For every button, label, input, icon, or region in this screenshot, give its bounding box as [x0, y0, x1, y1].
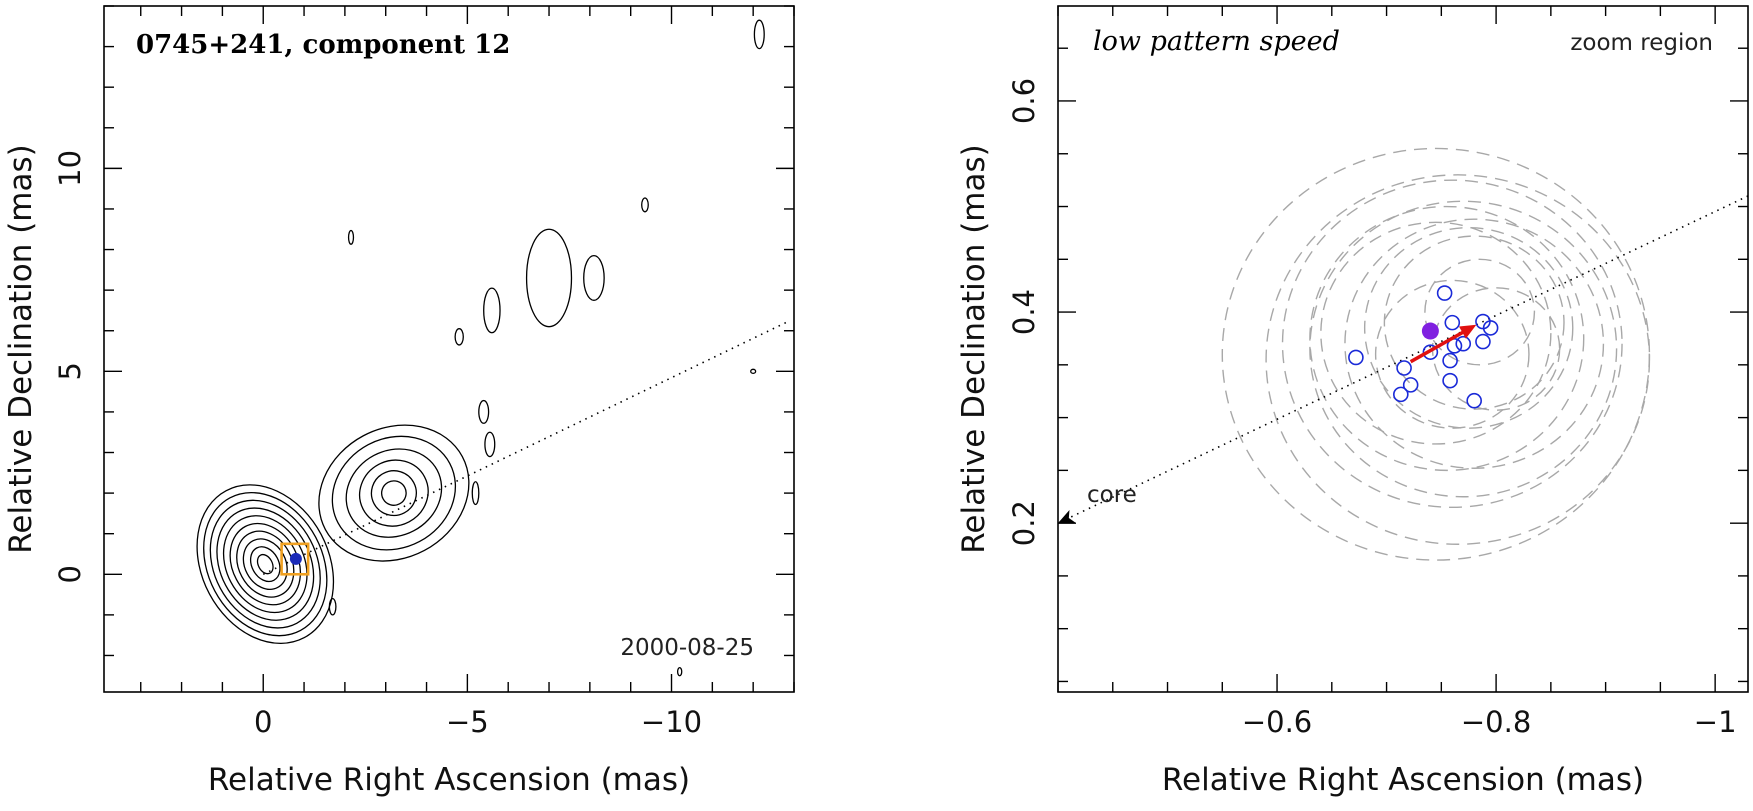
uncertainty-circle	[1344, 218, 1605, 469]
core-contour	[229, 522, 302, 606]
component-marker	[289, 552, 302, 565]
component-position-point	[1436, 285, 1453, 301]
component-position-point	[1422, 344, 1439, 360]
left-x-tick-label: 0	[254, 705, 272, 739]
core-contour	[216, 507, 315, 621]
component-position-point	[1475, 333, 1491, 350]
uncertainty-circle	[1383, 235, 1565, 410]
inner-jet-contour	[345, 448, 443, 538]
jet-knot-contour	[525, 228, 573, 328]
inner-jet-contour	[331, 435, 457, 551]
core-contour	[203, 491, 328, 637]
component-position-point	[1402, 377, 1419, 393]
right-y-tick-label: 0.4	[1007, 289, 1041, 335]
inner-jet-contour	[359, 459, 429, 527]
component-position-point	[1348, 349, 1364, 366]
left-contours	[196, 19, 765, 677]
uncertainty-circle	[1431, 287, 1561, 411]
left-y-tick-label: 0	[53, 565, 87, 583]
uncertainty-circles	[1221, 147, 1651, 561]
component-position-point	[1393, 386, 1409, 403]
jet-knot-contour	[676, 666, 683, 677]
uncertainty-circle	[1374, 279, 1530, 429]
core-label: core	[1087, 482, 1137, 508]
right-x-tick-label: −0.8	[1461, 705, 1531, 739]
motion-vector-arrow	[1409, 328, 1469, 364]
zoom-region-label: zoom region	[1570, 30, 1713, 56]
core-contour	[196, 484, 335, 645]
left-x-tick-label: −10	[641, 705, 702, 739]
right-x-axis-label: Relative Right Ascension (mas)	[1162, 762, 1644, 798]
inner-jet-contour	[380, 480, 407, 506]
left-x-axis-label: Relative Right Ascension (mas)	[208, 762, 690, 798]
left-plot-frame	[103, 5, 795, 693]
core-contour	[222, 515, 308, 614]
left-tick-labels: 0 −5 −10 0 5 10	[53, 150, 702, 739]
left-y-tick-label: 5	[53, 362, 87, 380]
jet-knot-contour	[483, 287, 501, 334]
core-contour	[256, 553, 274, 575]
jet-knot-contour	[583, 254, 605, 301]
core-contour	[242, 538, 288, 590]
right-tick-labels: −0.6 −0.8 −1 0.2 0.4 0.6	[1007, 78, 1737, 739]
component-position-point	[1466, 392, 1482, 409]
jet-knot-contour	[471, 481, 480, 506]
epoch-date-label: 2000-08-25	[620, 635, 754, 661]
core-contour	[249, 546, 281, 583]
component-position-point	[1444, 314, 1461, 331]
right-x-tick-label: −0.6	[1242, 705, 1312, 739]
right-x-tick-label: −1	[1694, 705, 1737, 739]
right-axis-ticks	[1057, 6, 1748, 692]
uncertainty-circle	[1309, 205, 1585, 472]
left-panel-contour-map: 0 −5 −10 0 5 10 0745+241, component 12 2000-0…	[3, 5, 795, 798]
component-position-point	[1482, 320, 1499, 336]
uncertainty-circle	[1320, 221, 1552, 445]
uncertainty-circle	[1424, 258, 1536, 366]
left-y-axis-label: Relative Declination (mas)	[3, 144, 39, 554]
core-contour	[236, 530, 295, 598]
right-y-tick-label: 0.6	[1007, 78, 1041, 124]
zoom-region-box	[280, 542, 310, 576]
jet-knot-contour	[750, 368, 757, 375]
jet-knot-contour	[484, 431, 496, 458]
right-plot-frame	[1057, 5, 1749, 693]
right-y-tick-label: 0.2	[1007, 500, 1041, 546]
jet-knot-contour	[478, 399, 490, 424]
uncertainty-circle	[1363, 226, 1574, 429]
jet-knot-contour	[454, 328, 464, 346]
left-axis-ticks	[104, 5, 795, 692]
component-position-point	[1442, 372, 1458, 389]
right-y-axis-label: Relative Declination (mas)	[956, 144, 992, 554]
right-panel-title: low pattern speed	[1093, 26, 1340, 57]
jet-knot-contour	[328, 597, 337, 616]
motion-vector-arrowhead	[1459, 324, 1477, 339]
highlighted-position	[1421, 322, 1439, 340]
jet-knot-contour	[753, 19, 765, 50]
left-panel-title: 0745+241, component 12	[136, 30, 510, 60]
right-jet-axis-dotted-line	[1058, 195, 1748, 524]
right-panel-zoom-region: −0.6 −0.8 −1 0.2 0.4 0.6 low pattern speed zo…	[956, 5, 1749, 798]
jet-knot-contour	[641, 197, 649, 213]
component-position-point	[1455, 335, 1472, 352]
core-contour	[209, 499, 321, 629]
left-jet-axis-dotted-line	[262, 321, 787, 576]
jet-knot-contour	[347, 229, 355, 245]
component-positions	[1348, 285, 1499, 409]
inner-jet-contour	[370, 470, 417, 517]
uncertainty-circle	[1281, 179, 1623, 509]
uncertainty-circle	[1265, 174, 1651, 545]
inner-jet-contour	[318, 424, 470, 562]
core-direction-arrowhead	[1058, 509, 1076, 524]
component-position-point	[1442, 352, 1458, 369]
left-y-tick-label: 10	[53, 150, 87, 187]
component-position-point	[1396, 360, 1412, 376]
left-x-tick-label: −5	[446, 705, 489, 739]
uncertainty-circle	[1221, 147, 1651, 561]
